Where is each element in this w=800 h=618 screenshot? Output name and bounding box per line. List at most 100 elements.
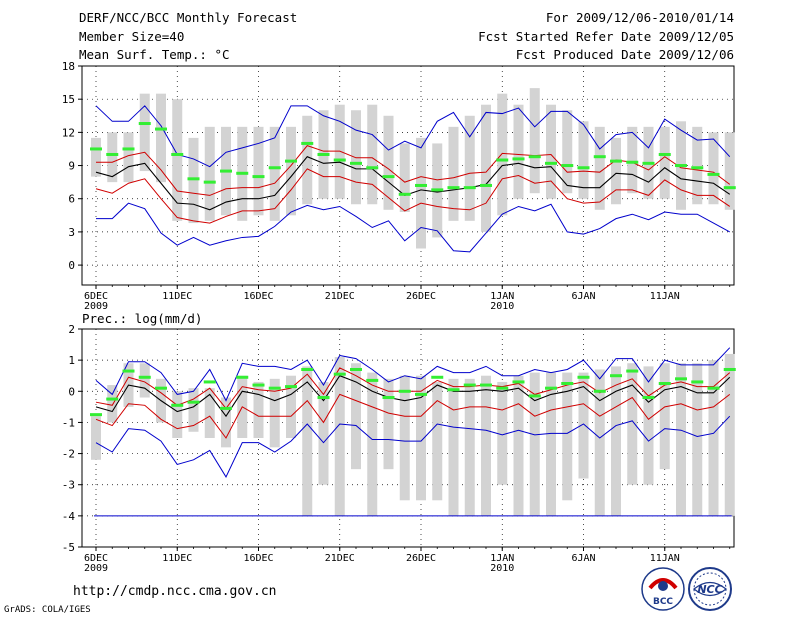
y-tick-label: -4 <box>62 510 76 523</box>
spread-box <box>708 132 719 205</box>
obs-marker <box>106 397 119 401</box>
obs-marker <box>431 375 444 379</box>
obs-marker <box>707 172 720 176</box>
y-tick-label: -3 <box>62 479 75 492</box>
chart-title: DERF/NCC/BCC Monthly Forecast <box>79 10 298 25</box>
obs-marker <box>610 159 622 163</box>
obs-marker <box>382 396 395 400</box>
minus-sd-line <box>95 393 731 439</box>
x-tick-label: 6DEC <box>84 553 108 564</box>
forecast-produced-date: Fcst Produced Date 2009/12/06 <box>515 47 734 62</box>
obs-marker <box>431 188 444 192</box>
spread-box <box>286 126 296 216</box>
spread-box <box>91 137 101 177</box>
spread-box <box>416 137 426 249</box>
obs-marker <box>171 403 184 407</box>
obs-marker <box>593 155 606 159</box>
obs-marker <box>528 155 541 159</box>
spread-box <box>578 121 589 199</box>
ensemble-max-line <box>95 105 731 168</box>
obs-marker <box>626 160 639 164</box>
x-tick-label: 11JAN <box>650 553 680 564</box>
obs-marker <box>463 186 476 190</box>
obs-marker <box>138 375 151 379</box>
minus-sd-line <box>95 168 731 224</box>
member-size: Member Size=40 <box>79 29 185 44</box>
obs-marker <box>707 386 720 390</box>
obs-marker <box>106 152 119 156</box>
spread-box <box>286 375 296 438</box>
x-tick-year: 2010 <box>490 563 514 574</box>
spread-box <box>399 375 410 501</box>
obs-marker <box>252 383 265 387</box>
obs-marker <box>626 369 639 373</box>
obs-marker <box>610 374 622 378</box>
spread-box <box>578 372 589 479</box>
spread-box <box>123 132 134 183</box>
y-tick-label: 3 <box>68 226 75 239</box>
obs-marker <box>252 175 265 179</box>
x-tick-label: 1JAN <box>490 553 514 564</box>
obs-marker <box>155 127 167 131</box>
spread-box <box>302 115 313 205</box>
obs-marker <box>285 385 297 389</box>
x-tick-year: 2010 <box>490 301 514 312</box>
obs-marker <box>203 380 216 384</box>
spread-box <box>481 104 491 232</box>
obs-marker <box>187 177 200 181</box>
obs-marker <box>528 394 541 398</box>
obs-marker <box>593 389 606 393</box>
x-tick-year: 2009 <box>84 563 108 574</box>
grads-credit: GrADS: COLA/IGES <box>4 605 91 615</box>
spread-box <box>497 381 508 485</box>
obs-marker <box>691 380 704 384</box>
y-tick-label: 0 <box>68 385 75 398</box>
spread-box <box>464 378 475 516</box>
spread-box <box>529 88 540 194</box>
obs-marker <box>658 382 671 385</box>
y-tick-label: -2 <box>62 448 75 461</box>
y-tick-label: 12 <box>62 126 75 139</box>
spread-box <box>627 363 638 485</box>
x-tick-label: 26DEC <box>406 553 436 564</box>
obs-marker <box>480 183 492 187</box>
obs-marker <box>512 380 525 384</box>
source-url[interactable]: http://cmdp.ncc.cma.gov.cn <box>73 584 277 599</box>
spread-box <box>416 375 426 501</box>
spread-box <box>253 126 264 216</box>
obs-marker <box>122 147 135 151</box>
obs-marker <box>398 192 411 196</box>
x-tick-label: 16DEC <box>243 553 273 564</box>
obs-marker <box>463 383 476 387</box>
spread-box <box>107 385 118 423</box>
spread-box <box>529 372 540 516</box>
spread-box <box>724 132 735 210</box>
x-tick-label: 21DEC <box>325 291 355 302</box>
x-tick-label: 6JAN <box>571 291 595 302</box>
obs-marker <box>187 400 200 404</box>
ensemble-min-line <box>96 202 730 253</box>
x-tick-label: 11DEC <box>162 291 192 302</box>
y-tick-label: 0 <box>68 259 75 272</box>
obs-marker <box>675 377 687 381</box>
y-tick-label: 1 <box>68 354 75 367</box>
spread-box <box>692 363 703 516</box>
y-tick-label: -5 <box>62 541 75 554</box>
obs-marker <box>512 157 525 161</box>
ncc-logo-text: NCC <box>697 583 722 596</box>
obs-marker <box>447 186 460 190</box>
x-tick-label: 6DEC <box>84 291 108 302</box>
y-tick-label: -1 <box>62 416 75 429</box>
spread-box <box>448 378 459 516</box>
plus-sd-line <box>96 145 731 196</box>
obs-marker <box>301 367 314 371</box>
spread-box <box>611 137 621 205</box>
x-tick-label: 11DEC <box>162 553 192 564</box>
obs-marker <box>317 396 330 400</box>
obs-marker <box>561 382 574 385</box>
obs-marker <box>642 161 655 165</box>
obs-marker <box>90 147 102 151</box>
obs-marker <box>658 152 671 156</box>
